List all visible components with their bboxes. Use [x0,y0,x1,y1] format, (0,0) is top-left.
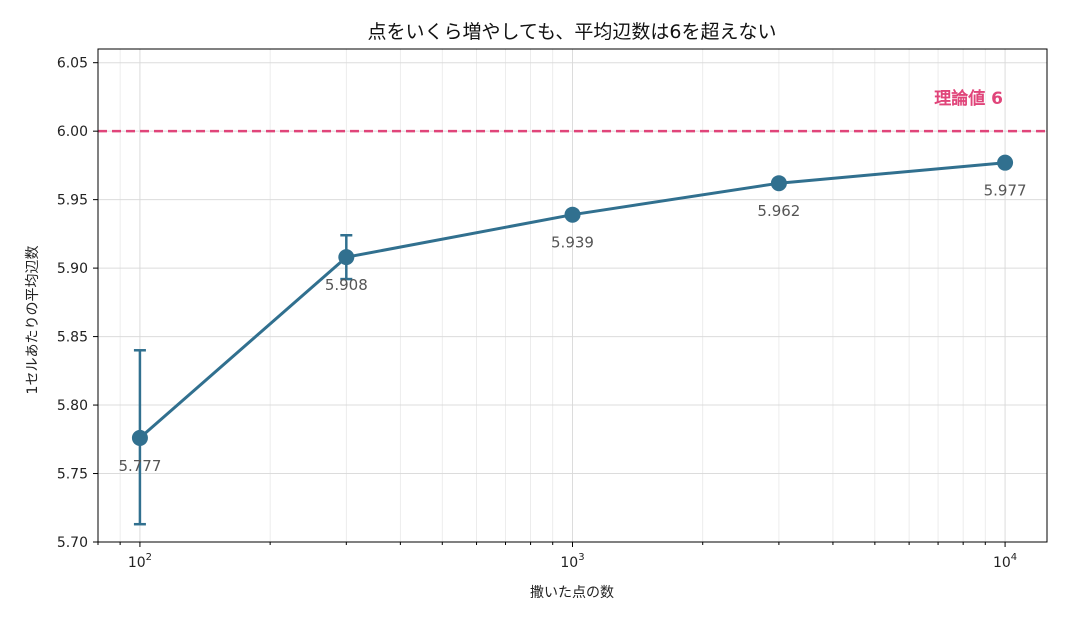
reference-line-label: 理論値 6 [934,88,1003,109]
data-point [338,249,355,266]
x-axis-label: 撒いた点の数 [530,585,614,601]
data-label: 5.777 [118,457,161,475]
data-point [564,206,581,223]
y-tick-label: 5.85 [57,330,88,346]
reference-line-group: 理論値 6 [98,88,1047,133]
x-tick-label: 102 [128,552,152,571]
y-axis-label: 1セルあたりの平均辺数 [25,246,41,395]
x-tick-label: 104 [993,552,1017,571]
y-tick-label: 5.70 [57,535,88,551]
data-point [997,154,1014,171]
y-tick-label: 6.05 [57,56,88,72]
x-tick-label: 103 [560,552,584,571]
data-label: 5.939 [551,234,594,252]
data-label: 5.908 [325,276,368,294]
data-point [131,429,148,446]
y-tick-label: 5.75 [57,467,88,483]
data-labels: 5.777 5.908 5.939 5.962 5.977 [118,182,1026,475]
chart-title: 点をいくら増やしても、平均辺数は6を超えない [368,21,777,43]
series-group [131,154,1014,526]
data-point [770,175,787,192]
y-tick-label: 5.95 [57,193,88,209]
y-tick-label: 5.90 [57,261,88,277]
y-tick-label: 5.80 [57,398,88,414]
axis-ticks: 5.70 5.75 5.80 5.85 5.90 5.95 6.00 6.05 102 103 10… [57,56,1017,571]
data-label: 5.977 [984,182,1027,200]
y-tick-label: 6.00 [57,124,88,140]
data-label: 5.962 [757,202,800,220]
